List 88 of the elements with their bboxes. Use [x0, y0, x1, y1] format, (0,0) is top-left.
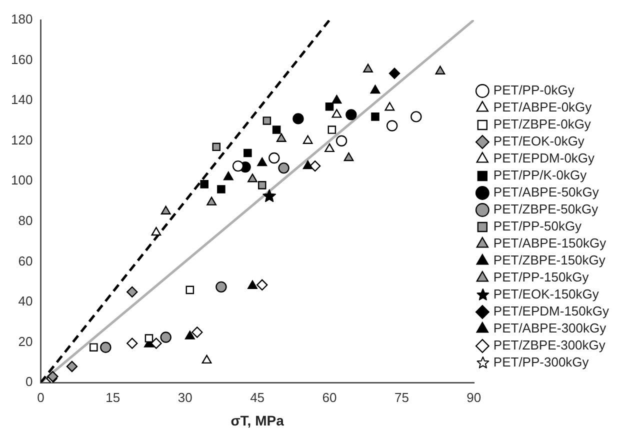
- point: [346, 109, 357, 120]
- legend-label: PET/PP-50kGy: [493, 218, 582, 234]
- point: [325, 102, 334, 111]
- point: [160, 206, 171, 214]
- point: [363, 64, 373, 72]
- legend-label: PET/ZBPE-150kGy: [493, 252, 606, 268]
- point: [410, 111, 422, 122]
- point: [184, 330, 195, 340]
- point: [160, 332, 172, 343]
- legend-label: PET/EOK-0kGy: [493, 134, 585, 149]
- point: [371, 112, 380, 121]
- point: [217, 185, 226, 194]
- legend-label: PET/EPDM-0kGy: [493, 150, 596, 166]
- y-tick-label: 20: [18, 334, 33, 349]
- point: [388, 68, 400, 79]
- point: [344, 152, 354, 162]
- point: [223, 172, 234, 180]
- x-tick-label: 90: [466, 390, 482, 405]
- point: [262, 189, 276, 202]
- x-axis-title: σT, MPa: [230, 412, 284, 428]
- point: [262, 116, 272, 125]
- point: [200, 180, 208, 188]
- x-tick-label: 45: [250, 390, 265, 405]
- point: [257, 157, 268, 166]
- legend-label: PET/PP-300kGy: [493, 354, 590, 370]
- point: [302, 160, 313, 170]
- point: [244, 148, 252, 158]
- point: [248, 280, 258, 290]
- x-tick-label: 15: [106, 390, 120, 405]
- point: [268, 152, 280, 164]
- point: [309, 160, 321, 172]
- x-tick-label: 75: [394, 390, 409, 405]
- point: [216, 281, 227, 293]
- point: [248, 174, 258, 182]
- legend-label: PET/PP-150kGy: [493, 270, 590, 285]
- y-tick-label: 60: [18, 253, 33, 268]
- y-tick-label: 80: [18, 213, 33, 228]
- point: [302, 135, 313, 144]
- legend-label: PET/PP-0kGy: [493, 82, 575, 98]
- point: [278, 162, 290, 174]
- y-tick-label: 180: [10, 12, 33, 27]
- point: [192, 326, 203, 338]
- point: [202, 354, 212, 364]
- legend-label: PET/ABPE-300kGy: [493, 320, 607, 336]
- x-tick-label: 0: [37, 390, 44, 405]
- y-tick-label: 140: [10, 92, 33, 108]
- point: [370, 84, 380, 94]
- y-tick-label: 120: [10, 132, 33, 148]
- point: [232, 160, 244, 172]
- y-tick-label: 40: [18, 294, 33, 309]
- point: [212, 142, 221, 152]
- point: [272, 126, 281, 134]
- point: [256, 279, 268, 290]
- point: [324, 143, 334, 152]
- legend-label: PET/ZBPE-0kGy: [493, 116, 592, 132]
- legend-label: PET/ABPE-150kGy: [493, 236, 607, 251]
- y-tick-label: 100: [10, 172, 33, 188]
- point: [151, 226, 162, 236]
- point: [386, 120, 398, 132]
- legend-label: PET/PP/K-0kGy: [493, 168, 588, 183]
- point: [336, 135, 348, 146]
- point: [328, 126, 336, 134]
- point: [144, 334, 154, 342]
- legend-label: PET/ZBPE-50kGy: [493, 202, 599, 217]
- point: [90, 343, 98, 352]
- legend-label: PET/EOK-150kGy: [493, 286, 600, 302]
- point: [150, 338, 162, 349]
- legend-label: PET/EPDM-150kGy: [493, 304, 610, 319]
- y-tick-label: 160: [10, 52, 33, 67]
- legend-label: PET/ABPE-50kGy: [493, 184, 600, 200]
- legend-label: PET/ZBPE-300kGy: [493, 338, 606, 353]
- point: [292, 113, 304, 124]
- x-tick-label: 60: [322, 390, 337, 405]
- point: [276, 133, 286, 142]
- point: [384, 102, 395, 111]
- x-tick-label: 30: [178, 390, 192, 405]
- point: [258, 181, 266, 190]
- point: [100, 342, 112, 353]
- point: [66, 360, 78, 372]
- legend-label: PET/ABPE-0kGy: [493, 100, 592, 115]
- point: [186, 286, 194, 294]
- point: [435, 66, 446, 74]
- point: [332, 94, 342, 104]
- point: [126, 338, 138, 349]
- point: [206, 196, 217, 206]
- point: [332, 109, 342, 118]
- y-tick-label: 0: [25, 374, 33, 390]
- point: [126, 286, 138, 298]
